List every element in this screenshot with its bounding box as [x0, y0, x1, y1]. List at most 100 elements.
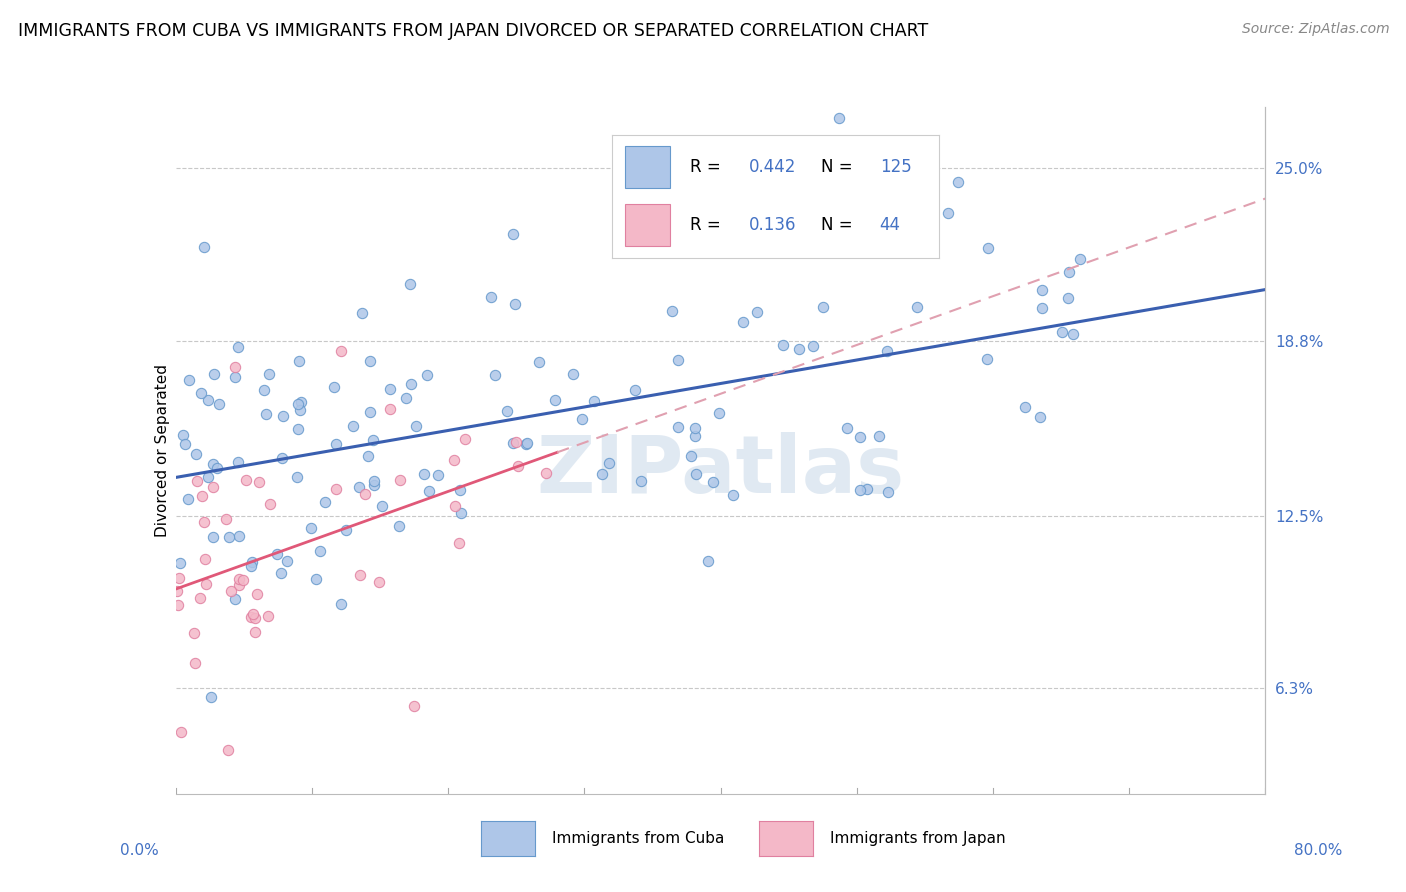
Point	[214, 512, 236, 526]
Point	[287, 397, 309, 411]
Point	[188, 591, 211, 606]
Point	[350, 306, 373, 320]
Point	[167, 598, 190, 612]
Point	[402, 699, 425, 714]
Point	[787, 343, 810, 357]
Point	[496, 404, 519, 418]
Point	[658, 217, 681, 231]
Point	[454, 433, 477, 447]
Point	[371, 499, 394, 513]
Point	[527, 354, 550, 368]
Point	[202, 457, 225, 471]
Point	[246, 587, 269, 601]
Point	[828, 111, 851, 125]
Point	[707, 406, 730, 420]
Point	[194, 552, 217, 566]
Point	[1014, 400, 1036, 414]
Point	[221, 583, 243, 598]
Point	[202, 367, 225, 381]
Point	[479, 290, 502, 304]
Point	[239, 610, 262, 624]
Point	[721, 488, 744, 502]
Point	[190, 385, 212, 400]
Point	[1031, 283, 1053, 297]
Point	[224, 370, 246, 384]
Point	[368, 574, 391, 589]
Point	[270, 566, 292, 580]
Point	[309, 544, 332, 558]
Point	[685, 467, 707, 481]
Point	[217, 743, 239, 757]
Point	[271, 450, 294, 465]
Point	[1062, 326, 1084, 341]
Point	[849, 483, 872, 497]
Point	[323, 380, 346, 394]
Point	[1031, 301, 1053, 315]
Point	[266, 547, 288, 561]
Point	[166, 584, 188, 599]
Text: Immigrants from Cuba: Immigrants from Cuba	[551, 831, 724, 846]
Point	[977, 241, 1000, 255]
Point	[193, 516, 215, 530]
Point	[666, 419, 689, 434]
Point	[285, 470, 308, 484]
Point	[183, 626, 205, 640]
Point	[502, 435, 524, 450]
Point	[772, 338, 794, 352]
Point	[167, 571, 190, 585]
Point	[205, 461, 228, 475]
Point	[380, 382, 402, 396]
Point	[314, 495, 336, 509]
Point	[399, 376, 422, 391]
Point	[363, 478, 385, 492]
Point	[195, 577, 218, 591]
Point	[243, 625, 266, 640]
Point	[418, 483, 440, 498]
Point	[208, 397, 231, 411]
Text: ZIPatlas: ZIPatlas	[537, 432, 904, 510]
Point	[335, 523, 357, 537]
Point	[184, 656, 207, 670]
Point	[837, 421, 859, 435]
Point	[876, 344, 898, 359]
Point	[325, 437, 347, 451]
Point	[349, 567, 371, 582]
Point	[868, 429, 890, 443]
Point	[849, 430, 872, 444]
Point	[591, 467, 613, 482]
Text: IMMIGRANTS FROM CUBA VS IMMIGRANTS FROM JAPAN DIVORCED OR SEPARATED CORRELATION : IMMIGRANTS FROM CUBA VS IMMIGRANTS FROM …	[18, 22, 928, 40]
Point	[683, 421, 706, 435]
Point	[242, 607, 264, 621]
Point	[877, 485, 900, 500]
Point	[1069, 252, 1091, 267]
Point	[218, 530, 240, 544]
Point	[304, 572, 326, 586]
Point	[329, 597, 352, 611]
Point	[946, 176, 969, 190]
Point	[502, 227, 524, 241]
Point	[630, 475, 652, 489]
Point	[329, 344, 352, 359]
Point	[395, 391, 418, 405]
Point	[702, 475, 724, 489]
Point	[259, 497, 281, 511]
Point	[290, 395, 312, 409]
Point	[505, 434, 527, 449]
Text: Source: ZipAtlas.com: Source: ZipAtlas.com	[1241, 22, 1389, 37]
Point	[174, 437, 197, 451]
Point	[683, 428, 706, 442]
Point	[361, 434, 384, 448]
Point	[447, 536, 470, 550]
Point	[232, 574, 254, 588]
Point	[380, 402, 402, 417]
Point	[257, 368, 280, 382]
Point	[342, 418, 364, 433]
Point	[353, 487, 375, 501]
Point	[582, 394, 605, 409]
Point	[515, 436, 537, 450]
Y-axis label: Divorced or Separated: Divorced or Separated	[155, 364, 170, 537]
Point	[169, 724, 191, 739]
Point	[228, 572, 250, 586]
Point	[696, 554, 718, 568]
Point	[287, 421, 309, 435]
